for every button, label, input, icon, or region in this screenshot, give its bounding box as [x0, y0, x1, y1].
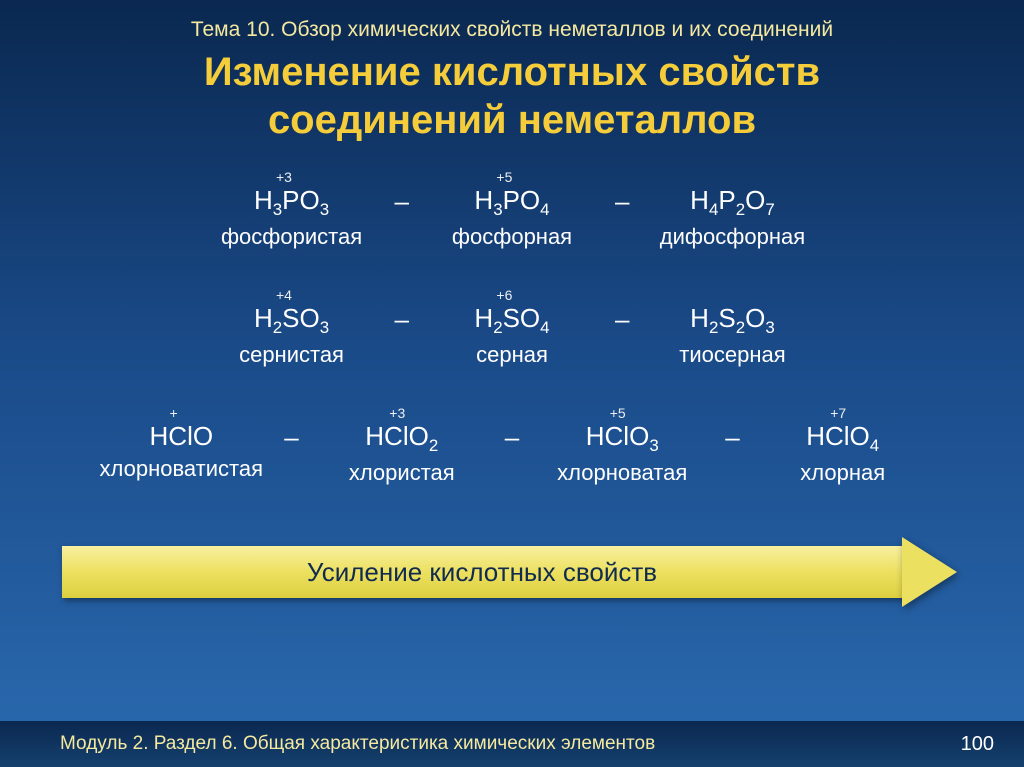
oxidation-state: +3 — [389, 404, 405, 422]
chem-item: HClO2+3хлористая — [317, 420, 487, 488]
title-line-2: соединений неметаллов — [268, 98, 756, 142]
formula: H2SO4+6 — [474, 302, 549, 339]
separator: – — [597, 302, 647, 336]
chem-item: H2S2O3тиосерная — [647, 302, 817, 370]
acid-name: тиосерная — [647, 341, 817, 370]
chem-item: H3PO4+5фосфорная — [427, 184, 597, 252]
acid-name: дифосфорная — [647, 223, 817, 252]
acid-name: хлористая — [317, 459, 487, 488]
oxidation-state: +3 — [276, 168, 292, 186]
chem-item: H4P2O7дифосфорная — [647, 184, 817, 252]
chem-row: H2SO3+4сернистая–H2SO4+6серная–H2S2O3тио… — [40, 302, 984, 370]
separator: – — [377, 184, 427, 218]
formula: HClO+ — [150, 420, 214, 454]
arrow-head-icon — [902, 537, 957, 607]
oxidation-state: +5 — [496, 168, 512, 186]
acid-name: хлорная — [758, 459, 928, 488]
chem-item: HClO4+7хлорная — [758, 420, 928, 488]
trend-arrow: Усиление кислотных свойств — [62, 537, 962, 607]
formula: HClO4+7 — [806, 420, 879, 457]
acid-name: сернистая — [207, 341, 377, 370]
chem-item: HClO+хлорноватистая — [96, 420, 266, 484]
chem-item: H2SO4+6серная — [427, 302, 597, 370]
footer: Модуль 2. Раздел 6. Общая характеристика… — [0, 721, 1024, 767]
oxidation-state: +6 — [496, 286, 512, 304]
acid-name: серная — [427, 341, 597, 370]
separator: – — [707, 420, 757, 454]
oxidation-state: +5 — [610, 404, 626, 422]
separator: – — [266, 420, 316, 454]
footer-breadcrumb: Модуль 2. Раздел 6. Общая характеристика… — [60, 733, 655, 755]
formula: HClO3+5 — [586, 420, 659, 457]
arrow-body: Усиление кислотных свойств — [62, 546, 902, 598]
pretitle: Тема 10. Обзор химических свойств немета… — [0, 18, 1024, 42]
formula: H4P2O7 — [690, 184, 775, 221]
slide: Тема 10. Обзор химических свойств немета… — [0, 0, 1024, 767]
separator: – — [597, 184, 647, 218]
chem-item: H2SO3+4сернистая — [207, 302, 377, 370]
title-line-1: Изменение кислотных свойств — [204, 50, 820, 94]
chem-row: HClO+хлорноватистая–HClO2+3хлористая–HCl… — [40, 420, 984, 488]
separator: – — [377, 302, 427, 336]
formula: H2SO3+4 — [254, 302, 329, 339]
separator: – — [487, 420, 537, 454]
chem-row: H3PO3+3фосфористая–H3PO4+5фосфорная–H4P2… — [40, 184, 984, 252]
acid-name: хлорноватистая — [96, 455, 266, 484]
content-area: H3PO3+3фосфористая–H3PO4+5фосфорная–H4P2… — [0, 184, 1024, 487]
formula: H3PO3+3 — [254, 184, 329, 221]
acid-name: фосфористая — [207, 223, 377, 252]
acid-name: фосфорная — [427, 223, 597, 252]
oxidation-state: +7 — [830, 404, 846, 422]
oxidation-state: + — [170, 404, 178, 422]
formula: HClO2+3 — [365, 420, 438, 457]
oxidation-state: +4 — [276, 286, 292, 304]
formula: H2S2O3 — [690, 302, 775, 339]
chem-item: H3PO3+3фосфористая — [207, 184, 377, 252]
slide-number: 100 — [961, 733, 994, 756]
chem-item: HClO3+5хлорноватая — [537, 420, 707, 488]
arrow-label: Усиление кислотных свойств — [307, 557, 657, 588]
acid-name: хлорноватая — [537, 459, 707, 488]
formula: H3PO4+5 — [474, 184, 549, 221]
slide-title: Изменение кислотных свойств соединений н… — [0, 48, 1024, 144]
